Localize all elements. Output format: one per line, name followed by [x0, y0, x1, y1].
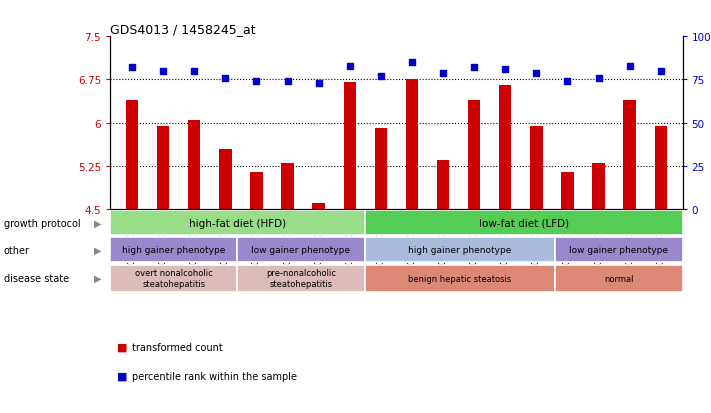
Bar: [437, 161, 449, 209]
FancyBboxPatch shape: [365, 211, 683, 235]
Text: ■: ■: [117, 371, 128, 381]
Bar: [406, 80, 418, 209]
Point: [624, 63, 636, 70]
FancyBboxPatch shape: [237, 265, 365, 292]
FancyBboxPatch shape: [110, 265, 237, 292]
Point: [188, 68, 200, 75]
Point: [157, 68, 169, 75]
FancyBboxPatch shape: [555, 265, 683, 292]
Text: overt nonalcoholic
steatohepatitis: overt nonalcoholic steatohepatitis: [135, 269, 213, 288]
Point: [469, 65, 480, 71]
Bar: [530, 126, 542, 209]
Text: pre-nonalcoholic
steatohepatitis: pre-nonalcoholic steatohepatitis: [266, 269, 336, 288]
Bar: [250, 172, 262, 209]
Point: [127, 65, 138, 71]
Point: [220, 75, 231, 82]
FancyBboxPatch shape: [237, 238, 365, 263]
Bar: [312, 204, 325, 209]
Point: [313, 81, 324, 87]
Bar: [592, 164, 605, 209]
Text: disease state: disease state: [4, 273, 69, 283]
Text: ▶: ▶: [94, 218, 101, 228]
Point: [406, 60, 417, 66]
Bar: [219, 149, 232, 209]
Text: percentile rank within the sample: percentile rank within the sample: [132, 371, 296, 381]
Point: [562, 79, 573, 85]
Text: ▶: ▶: [94, 245, 101, 255]
Point: [530, 70, 542, 77]
Point: [500, 66, 511, 73]
Text: GDS4013 / 1458245_at: GDS4013 / 1458245_at: [110, 23, 256, 36]
Text: other: other: [4, 245, 30, 255]
Point: [655, 68, 666, 75]
Text: high-fat diet (HFD): high-fat diet (HFD): [189, 218, 286, 228]
FancyBboxPatch shape: [365, 238, 555, 263]
Bar: [468, 100, 481, 209]
Bar: [499, 86, 511, 209]
Text: benign hepatic steatosis: benign hepatic steatosis: [408, 274, 512, 283]
FancyBboxPatch shape: [365, 265, 555, 292]
Text: transformed count: transformed count: [132, 342, 223, 352]
Text: low-fat diet (LFD): low-fat diet (LFD): [479, 218, 569, 228]
Bar: [282, 164, 294, 209]
Bar: [188, 121, 201, 209]
Bar: [655, 126, 667, 209]
Bar: [375, 129, 387, 209]
Text: growth protocol: growth protocol: [4, 218, 80, 228]
Point: [375, 74, 387, 80]
Text: low gainer phenotype: low gainer phenotype: [570, 246, 668, 255]
Point: [344, 63, 356, 70]
Text: ■: ■: [117, 342, 128, 352]
Text: low gainer phenotype: low gainer phenotype: [252, 246, 351, 255]
Text: high gainer phenotype: high gainer phenotype: [122, 246, 225, 255]
Text: high gainer phenotype: high gainer phenotype: [408, 246, 512, 255]
Point: [437, 70, 449, 77]
FancyBboxPatch shape: [110, 211, 365, 235]
Text: normal: normal: [604, 274, 634, 283]
Bar: [157, 126, 169, 209]
Text: ▶: ▶: [94, 273, 101, 283]
Point: [251, 79, 262, 85]
Bar: [624, 100, 636, 209]
Bar: [561, 172, 574, 209]
FancyBboxPatch shape: [555, 238, 683, 263]
Point: [282, 79, 293, 85]
Bar: [343, 83, 356, 209]
FancyBboxPatch shape: [110, 238, 237, 263]
Bar: [126, 100, 138, 209]
Point: [593, 75, 604, 82]
